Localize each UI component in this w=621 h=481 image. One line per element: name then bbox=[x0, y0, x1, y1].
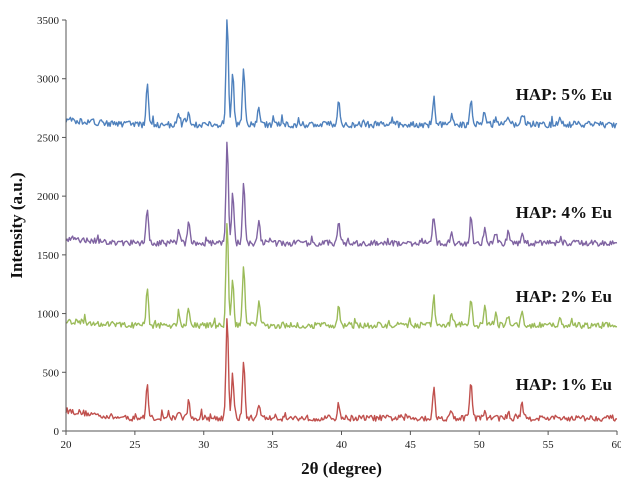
series-label-4: HAP: 5% Eu bbox=[516, 85, 612, 104]
x-tick-label: 35 bbox=[267, 439, 279, 451]
x-axis-title: 2θ (degree) bbox=[301, 459, 382, 478]
series-line-1 bbox=[65, 318, 618, 422]
x-tick-label: 55 bbox=[543, 439, 555, 451]
x-tick-label: 30 bbox=[198, 439, 210, 451]
y-tick-label: 2500 bbox=[37, 132, 60, 144]
x-tick-label: 40 bbox=[336, 439, 348, 451]
x-tick-label: 60 bbox=[612, 439, 621, 451]
series-label-2: HAP: 2% Eu bbox=[516, 287, 612, 306]
y-tick-label: 1000 bbox=[37, 309, 60, 321]
y-tick-label: 3500 bbox=[37, 15, 60, 27]
series-label-1: HAP: 1% Eu bbox=[516, 375, 612, 394]
series-line-2 bbox=[65, 223, 618, 330]
y-tick-label: 2000 bbox=[37, 191, 60, 203]
series-labels: HAP: 1% Eu HAP: 2% Eu HAP: 4% Eu HAP: 5% Eu bbox=[516, 85, 612, 394]
y-tick-label: 3000 bbox=[37, 74, 60, 86]
y-tick-label: 1500 bbox=[37, 250, 60, 262]
y-axis-title: Intensity (a.u.) bbox=[7, 172, 26, 278]
ticks-layer: 20 25 30 35 40 45 50 55 60 0 500 1000 1500 2000 2500 30… bbox=[37, 15, 621, 451]
series-layer bbox=[65, 19, 618, 422]
x-tick-label: 50 bbox=[474, 439, 486, 451]
series-line-4 bbox=[65, 19, 618, 129]
x-tick-label: 45 bbox=[405, 439, 417, 451]
series-line-3 bbox=[65, 141, 618, 247]
x-tick-label: 20 bbox=[61, 439, 73, 451]
x-tick-label: 25 bbox=[129, 439, 141, 451]
y-tick-label: 500 bbox=[43, 367, 60, 379]
series-label-3: HAP: 4% Eu bbox=[516, 203, 612, 222]
y-tick-label: 0 bbox=[54, 426, 60, 438]
